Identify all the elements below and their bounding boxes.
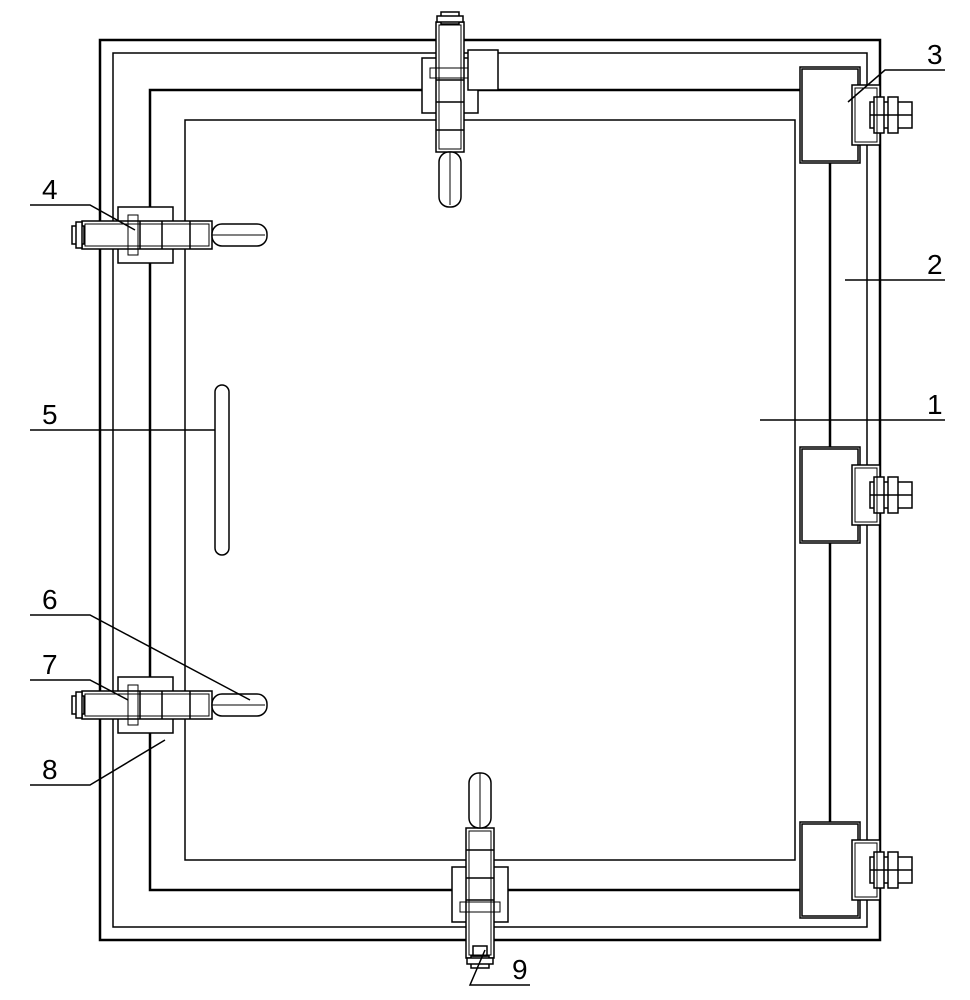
label-8: 8	[30, 740, 165, 785]
hinge	[800, 447, 912, 543]
label-1: 1	[760, 389, 945, 420]
label-text: 7	[42, 649, 58, 680]
label-5: 5	[30, 399, 215, 430]
inner-frame	[150, 90, 830, 890]
label-text: 3	[927, 39, 943, 70]
label-text: 5	[42, 399, 58, 430]
hinge	[800, 67, 912, 163]
handle-slot	[215, 385, 229, 555]
inner-frame-inner	[185, 120, 795, 860]
technical-diagram: 1 2 3 4 5 6 7 8 9	[0, 0, 970, 1000]
label-text: 9	[512, 954, 528, 985]
hinge	[800, 822, 912, 918]
label-text: 6	[42, 584, 58, 615]
label-text: 8	[42, 754, 58, 785]
label-2: 2	[845, 249, 945, 280]
label-text: 1	[927, 389, 943, 420]
label-text: 2	[927, 249, 943, 280]
label-text: 4	[42, 174, 58, 205]
